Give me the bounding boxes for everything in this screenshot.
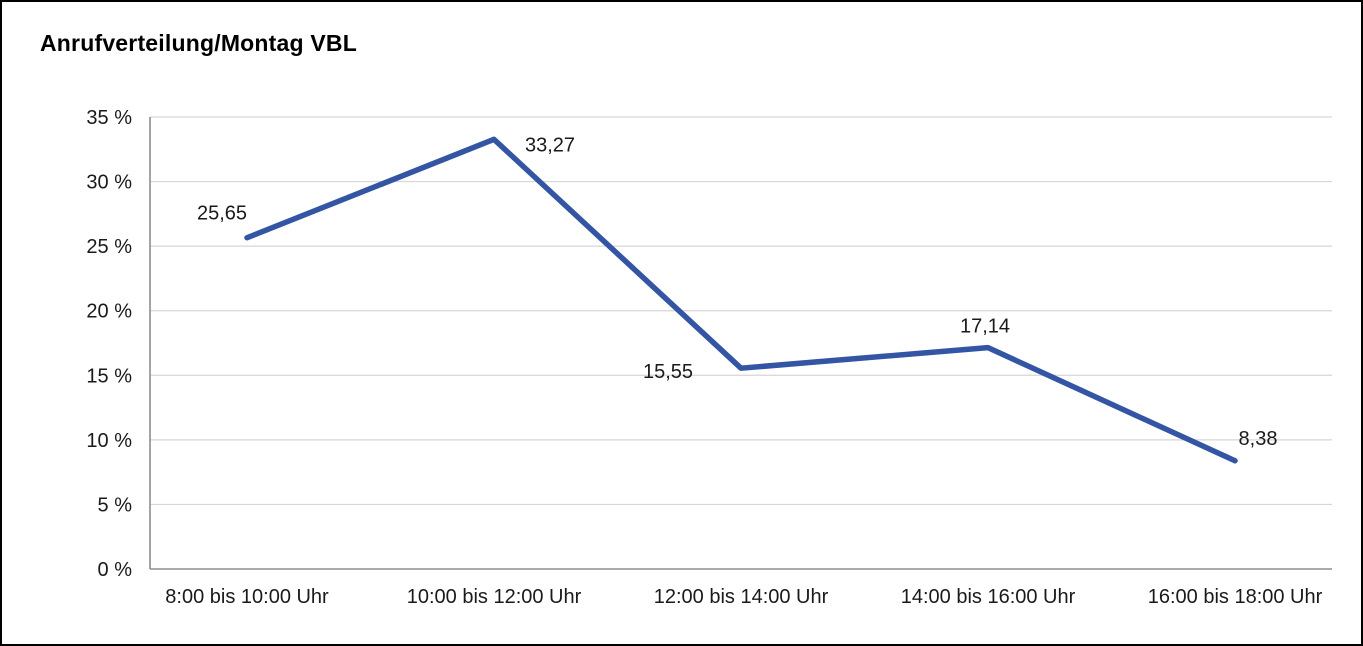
- x-axis-label: 10:00 bis 12:00 Uhr: [407, 586, 582, 608]
- y-tick-label: 0 %: [98, 559, 133, 581]
- data-label: 8,38: [1239, 428, 1278, 450]
- data-label: 15,55: [643, 361, 693, 383]
- x-axis-label: 12:00 bis 14:00 Uhr: [654, 586, 829, 608]
- chart-title: Anrufverteilung/Montag VBL: [40, 30, 357, 56]
- data-label: 25,65: [197, 203, 247, 225]
- series-line: [244, 136, 1238, 464]
- y-tick-label: 10 %: [86, 430, 132, 452]
- y-tick-label: 20 %: [86, 301, 132, 323]
- x-axis-label: 8:00 bis 10:00 Uhr: [165, 586, 329, 608]
- x-axis-label: 14:00 bis 16:00 Uhr: [901, 586, 1076, 608]
- data-label: 33,27: [525, 134, 575, 156]
- data-label: 17,14: [960, 316, 1010, 338]
- x-axis-label: 16:00 bis 18:00 Uhr: [1148, 586, 1323, 608]
- y-tick-label: 15 %: [86, 365, 132, 387]
- y-tick-label: 30 %: [86, 172, 132, 194]
- y-tick-label: 35 %: [86, 107, 132, 129]
- y-tick-label: 5 %: [98, 494, 133, 516]
- y-tick-label: 25 %: [86, 236, 132, 258]
